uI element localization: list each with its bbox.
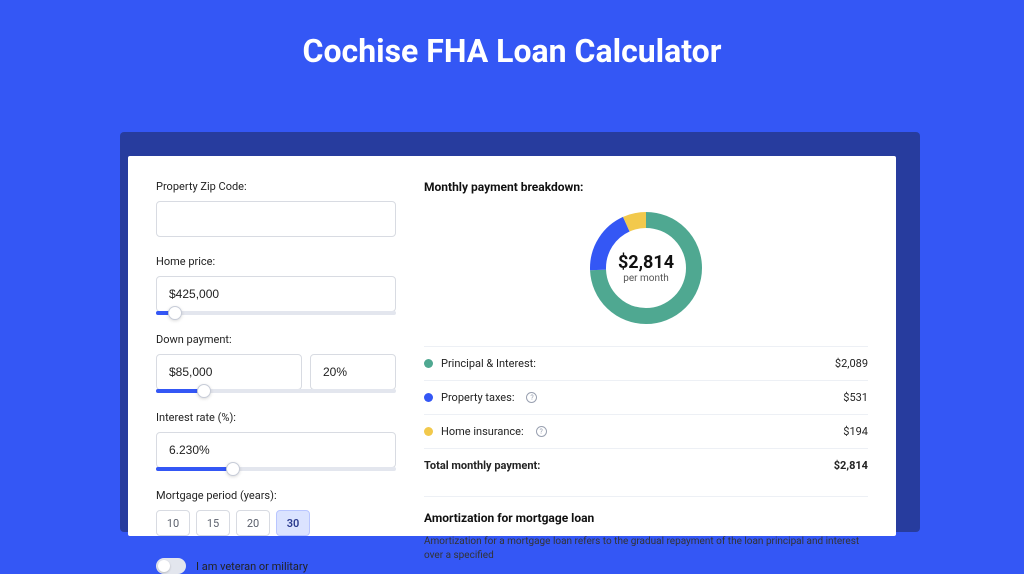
- interest-rate-input[interactable]: [156, 432, 396, 468]
- home-price-group: Home price:: [156, 255, 396, 315]
- donut-sublabel: per month: [623, 273, 669, 284]
- legend-amount: $194: [843, 425, 868, 438]
- calculator-card: Property Zip Code: Home price: Down paym…: [128, 156, 896, 536]
- home-price-label: Home price:: [156, 255, 396, 268]
- legend-dot: [424, 359, 433, 368]
- payment-donut-chart: $2,814 per month: [586, 208, 706, 328]
- zip-group: Property Zip Code:: [156, 180, 396, 237]
- down-payment-slider[interactable]: [156, 389, 396, 393]
- period-option-15[interactable]: 15: [196, 510, 230, 536]
- down-payment-label: Down payment:: [156, 333, 396, 346]
- period-group: Mortgage period (years): 10152030: [156, 489, 396, 536]
- period-option-10[interactable]: 10: [156, 510, 190, 536]
- legend-amount: $531: [843, 391, 868, 404]
- legend-amount: $2,089: [835, 357, 868, 370]
- period-option-30[interactable]: 30: [276, 510, 310, 536]
- legend-row: Property taxes:? $531: [424, 381, 868, 415]
- donut-value: $2,814: [618, 252, 674, 273]
- legend-total-amount: $2,814: [834, 459, 868, 472]
- zip-label: Property Zip Code:: [156, 180, 396, 193]
- amortization-heading: Amortization for mortgage loan: [424, 511, 868, 525]
- interest-rate-group: Interest rate (%):: [156, 411, 396, 471]
- legend-label: Property taxes:: [441, 391, 514, 404]
- veteran-label: I am veteran or military: [196, 560, 308, 573]
- amortization-body: Amortization for a mortgage loan refers …: [424, 535, 868, 563]
- home-price-input[interactable]: [156, 276, 396, 312]
- donut-wrap: $2,814 per month: [424, 200, 868, 346]
- info-icon[interactable]: ?: [526, 392, 537, 403]
- breakdown-heading: Monthly payment breakdown:: [424, 180, 868, 194]
- legend-label: Home insurance:: [441, 425, 524, 438]
- interest-rate-label: Interest rate (%):: [156, 411, 396, 424]
- legend-total-label: Total monthly payment:: [424, 459, 540, 472]
- legend-total-row: Total monthly payment: $2,814: [424, 449, 868, 482]
- legend-row: Home insurance:? $194: [424, 415, 868, 449]
- amortization-section: Amortization for mortgage loan Amortizat…: [424, 496, 868, 563]
- down-payment-group: Down payment:: [156, 333, 396, 393]
- down-payment-input[interactable]: [156, 354, 302, 390]
- legend-dot: [424, 427, 433, 436]
- down-payment-pct-input[interactable]: [310, 354, 396, 390]
- info-icon[interactable]: ?: [536, 426, 547, 437]
- period-label: Mortgage period (years):: [156, 489, 396, 502]
- down-payment-slider-thumb[interactable]: [197, 384, 211, 398]
- veteran-row: I am veteran or military: [156, 558, 396, 574]
- interest-rate-slider[interactable]: [156, 467, 396, 471]
- legend-label: Principal & Interest:: [441, 357, 536, 370]
- home-price-slider-thumb[interactable]: [168, 306, 182, 320]
- page-title: Cochise FHA Loan Calculator: [0, 0, 1024, 94]
- veteran-toggle[interactable]: [156, 558, 186, 574]
- zip-input[interactable]: [156, 201, 396, 237]
- home-price-slider[interactable]: [156, 311, 396, 315]
- legend-dot: [424, 393, 433, 402]
- interest-rate-slider-thumb[interactable]: [226, 462, 240, 476]
- period-option-20[interactable]: 20: [236, 510, 270, 536]
- inputs-column: Property Zip Code: Home price: Down paym…: [156, 180, 396, 536]
- breakdown-legend: Principal & Interest: $2,089 Property taxe…: [424, 346, 868, 482]
- legend-row: Principal & Interest: $2,089: [424, 347, 868, 381]
- breakdown-column: Monthly payment breakdown: $2,814 per mo…: [424, 180, 868, 536]
